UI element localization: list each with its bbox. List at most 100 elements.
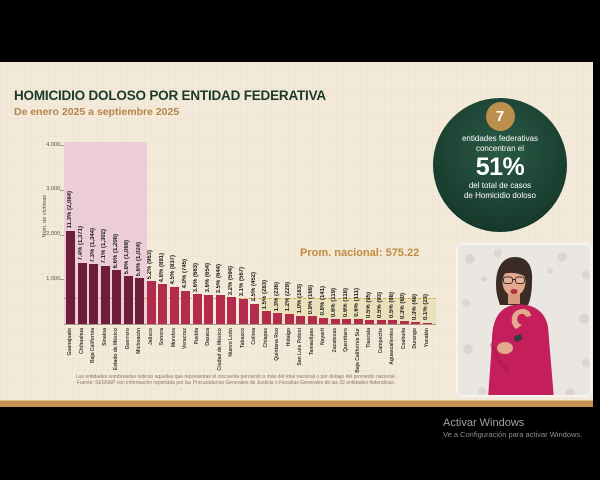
footnote-line-2: Fuente: SESNSP con información reportada… xyxy=(76,380,396,386)
interpreter-hand-resting xyxy=(497,342,513,354)
bar-colima xyxy=(250,303,259,324)
bar-state-label-yucat-n: Yucatán xyxy=(423,328,430,348)
bar-state-label-quer-taro: Querétaro xyxy=(343,328,349,352)
page-subtitle: De enero 2025 a septiembre 2025 xyxy=(14,106,180,118)
bar-value-label-guerrero: 5.8% (1,069) xyxy=(124,239,130,275)
windows-activation-watermark: Activar Windows Ve a Configuración para … xyxy=(443,417,582,439)
national-average-annotation: Prom. nacional: 575.22 xyxy=(300,247,420,259)
y-tick-label: 2,000 xyxy=(46,231,60,237)
y-tick-mark xyxy=(60,234,64,236)
sign-language-interpreter-video xyxy=(456,243,592,397)
bar-value-label-nayarit: 0.8% (141) xyxy=(319,286,326,316)
bar-value-label-aguascalientes: 0.5% (88) xyxy=(388,292,395,319)
bar-value-label-baja-california: 7.3% (1,344) xyxy=(89,227,96,262)
sign-language-interpreter-illustration xyxy=(458,245,590,395)
bar-coahuila xyxy=(399,321,409,324)
bar-value-label-quintana-roo: 1.3% (236) xyxy=(273,282,280,312)
bar-value-label-tlaxcala: 0.5% (95) xyxy=(365,291,372,318)
bar-state-label-san-luis-potos-: San Luis Potosí xyxy=(297,328,303,366)
bar-state-label-sonora: Sonora xyxy=(159,328,165,346)
bar-ciudad-de-m-xico xyxy=(215,295,225,324)
bar-baja-california-sur xyxy=(353,319,363,324)
bar-estado-de-m-xico xyxy=(112,269,121,324)
badge-percent: 51% xyxy=(475,153,525,181)
bar-sinaloa xyxy=(100,265,110,324)
bar-state-label-tlaxcala: Tlaxcala xyxy=(366,328,372,348)
interpreter-lips xyxy=(510,288,518,295)
y-tick-label: 1,000 xyxy=(46,275,60,282)
bar-state-label-baja-california: Baja California xyxy=(90,328,96,364)
bar-value-label-colima: 2.5% (452) xyxy=(250,272,257,302)
bar-value-label-oaxaca: 3.6% (654) xyxy=(204,263,211,293)
windows-activation-title: Activar Windows xyxy=(443,417,525,429)
bar-value-label-puebla: 3.6% (663) xyxy=(193,262,199,293)
chart-footnote: Las entidades sombreadas indican aquella… xyxy=(40,374,432,386)
bar-state-label-tabasco: Tabasco xyxy=(239,328,246,348)
bar-state-label-durango: Durango xyxy=(412,328,418,349)
badge-text-line2: concentran el xyxy=(475,144,525,153)
bar-nayarit xyxy=(319,317,328,324)
bar-state-label-guanajuato: Guanajuato xyxy=(67,328,73,356)
bar-nuevo-le-n xyxy=(227,297,236,324)
interpreter-watch xyxy=(513,334,523,342)
bar-value-label-chiapas: 1.5% (283) xyxy=(262,279,268,310)
bar-value-label-nuevo-le-n: 3.2% (594) xyxy=(227,266,234,296)
page-title: HOMICIDIO DOLOSO POR ENTIDAD FEDERATIVA xyxy=(14,88,326,103)
interpreter-hand-claw xyxy=(511,308,531,329)
bar-quintana-roo xyxy=(273,313,282,324)
bar-aguascalientes xyxy=(388,320,397,324)
presentation-slide: HOMICIDIO DOLOSO POR ENTIDAD FEDERATIVA … xyxy=(0,62,593,407)
bar-value-label-coahuila: 0.3% (60) xyxy=(400,293,406,320)
bar-durango xyxy=(411,321,420,324)
bar-puebla xyxy=(192,294,202,324)
bar-state-label-tamaulipas: Tamaulipas xyxy=(308,328,315,356)
bar-oaxaca xyxy=(204,294,213,324)
bar-state-label-guerrero: Guerrero xyxy=(124,328,131,350)
homicide-bar-chart: 4,000 3,000 2,000 1,000 11.3% (2,084) Guanaju… xyxy=(0,62,593,407)
bar-value-label-san-luis-potos-: 1.0% (183) xyxy=(296,284,303,314)
y-tick-label: 3,000 xyxy=(46,186,60,193)
bar-value-label-tamaulipas: 0.9% (168) xyxy=(308,285,314,315)
bar-state-label-jalisco: Jalisco xyxy=(147,328,154,345)
bar-quer-taro xyxy=(342,318,351,324)
bar-chiapas xyxy=(261,311,271,324)
bar-jalisco xyxy=(146,280,156,324)
bar-state-label-quintana-roo: Quintana Roo xyxy=(274,328,280,361)
y-tick-mark xyxy=(60,189,64,191)
bar-tamaulipas xyxy=(307,316,317,324)
bar-state-label-coahuila: Coahuila xyxy=(400,328,407,350)
y-tick-label: 4,000 xyxy=(46,141,60,148)
bar-baja-california xyxy=(89,263,98,324)
bar-value-label-michoac-n: 5.6% (1,024) xyxy=(135,241,142,277)
bar-state-label-estado-de-m-xico: Estado de México xyxy=(113,328,119,371)
bar-value-label-tabasco: 3.1% (567) xyxy=(239,267,245,297)
bar-hidalgo xyxy=(284,313,294,324)
stat-badge: 7 entidades federativas concentran el 51… xyxy=(433,98,567,232)
bar-tlaxcala xyxy=(365,319,374,324)
bar-tabasco xyxy=(238,298,248,324)
bar-state-label-puebla: Puebla xyxy=(193,328,200,345)
bar-state-label-oaxaca: Oaxaca xyxy=(205,328,211,346)
bar-value-label-morelos: 4.5% (837) xyxy=(170,255,176,285)
bar-value-label-sinaloa: 7.1% (1,302) xyxy=(101,229,107,264)
bar-state-label-hidalgo: Hidalgo xyxy=(285,328,292,347)
bar-state-label-colima: Colima xyxy=(251,328,257,345)
bar-value-label-baja-california-sur: 0.6% (111) xyxy=(354,288,360,318)
bar-value-label-estado-de-m-xico: 6.6% (1,208) xyxy=(112,233,119,268)
bar-campeche xyxy=(376,319,386,324)
bar-value-label-durango: 0.3% (48) xyxy=(411,293,418,320)
bar-state-label-campeche: Campeche xyxy=(377,328,384,354)
bar-guerrero xyxy=(123,276,133,324)
bar-zacatecas xyxy=(330,318,340,324)
bar-state-label-michoac-n: Michoacán xyxy=(136,328,142,354)
bar-value-label-zacatecas: 0.6% (119) xyxy=(331,287,337,317)
bar-state-label-zacatecas: Zacatecas xyxy=(331,328,338,353)
bar-guanajuato xyxy=(66,230,75,324)
interpreter-forearm-across xyxy=(508,343,546,363)
bar-value-label-ciudad-de-m-xico: 3.5% (644) xyxy=(216,263,222,294)
bar-state-label-morelos: Morelos xyxy=(170,328,177,348)
bar-state-label-nayarit: Nayarit xyxy=(320,328,326,345)
windows-activation-subtitle: Ve a Configuración para activar Windows. xyxy=(443,430,583,439)
bar-value-label-sonora: 4.8% (891) xyxy=(158,252,165,283)
